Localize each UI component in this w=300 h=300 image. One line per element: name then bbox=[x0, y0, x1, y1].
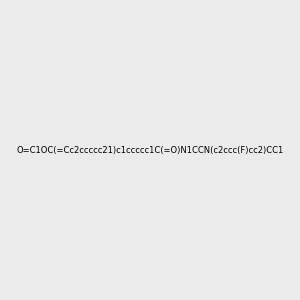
Text: O=C1OC(=Cc2ccccc21)c1ccccc1C(=O)N1CCN(c2ccc(F)cc2)CC1: O=C1OC(=Cc2ccccc21)c1ccccc1C(=O)N1CCN(c2… bbox=[16, 146, 283, 154]
